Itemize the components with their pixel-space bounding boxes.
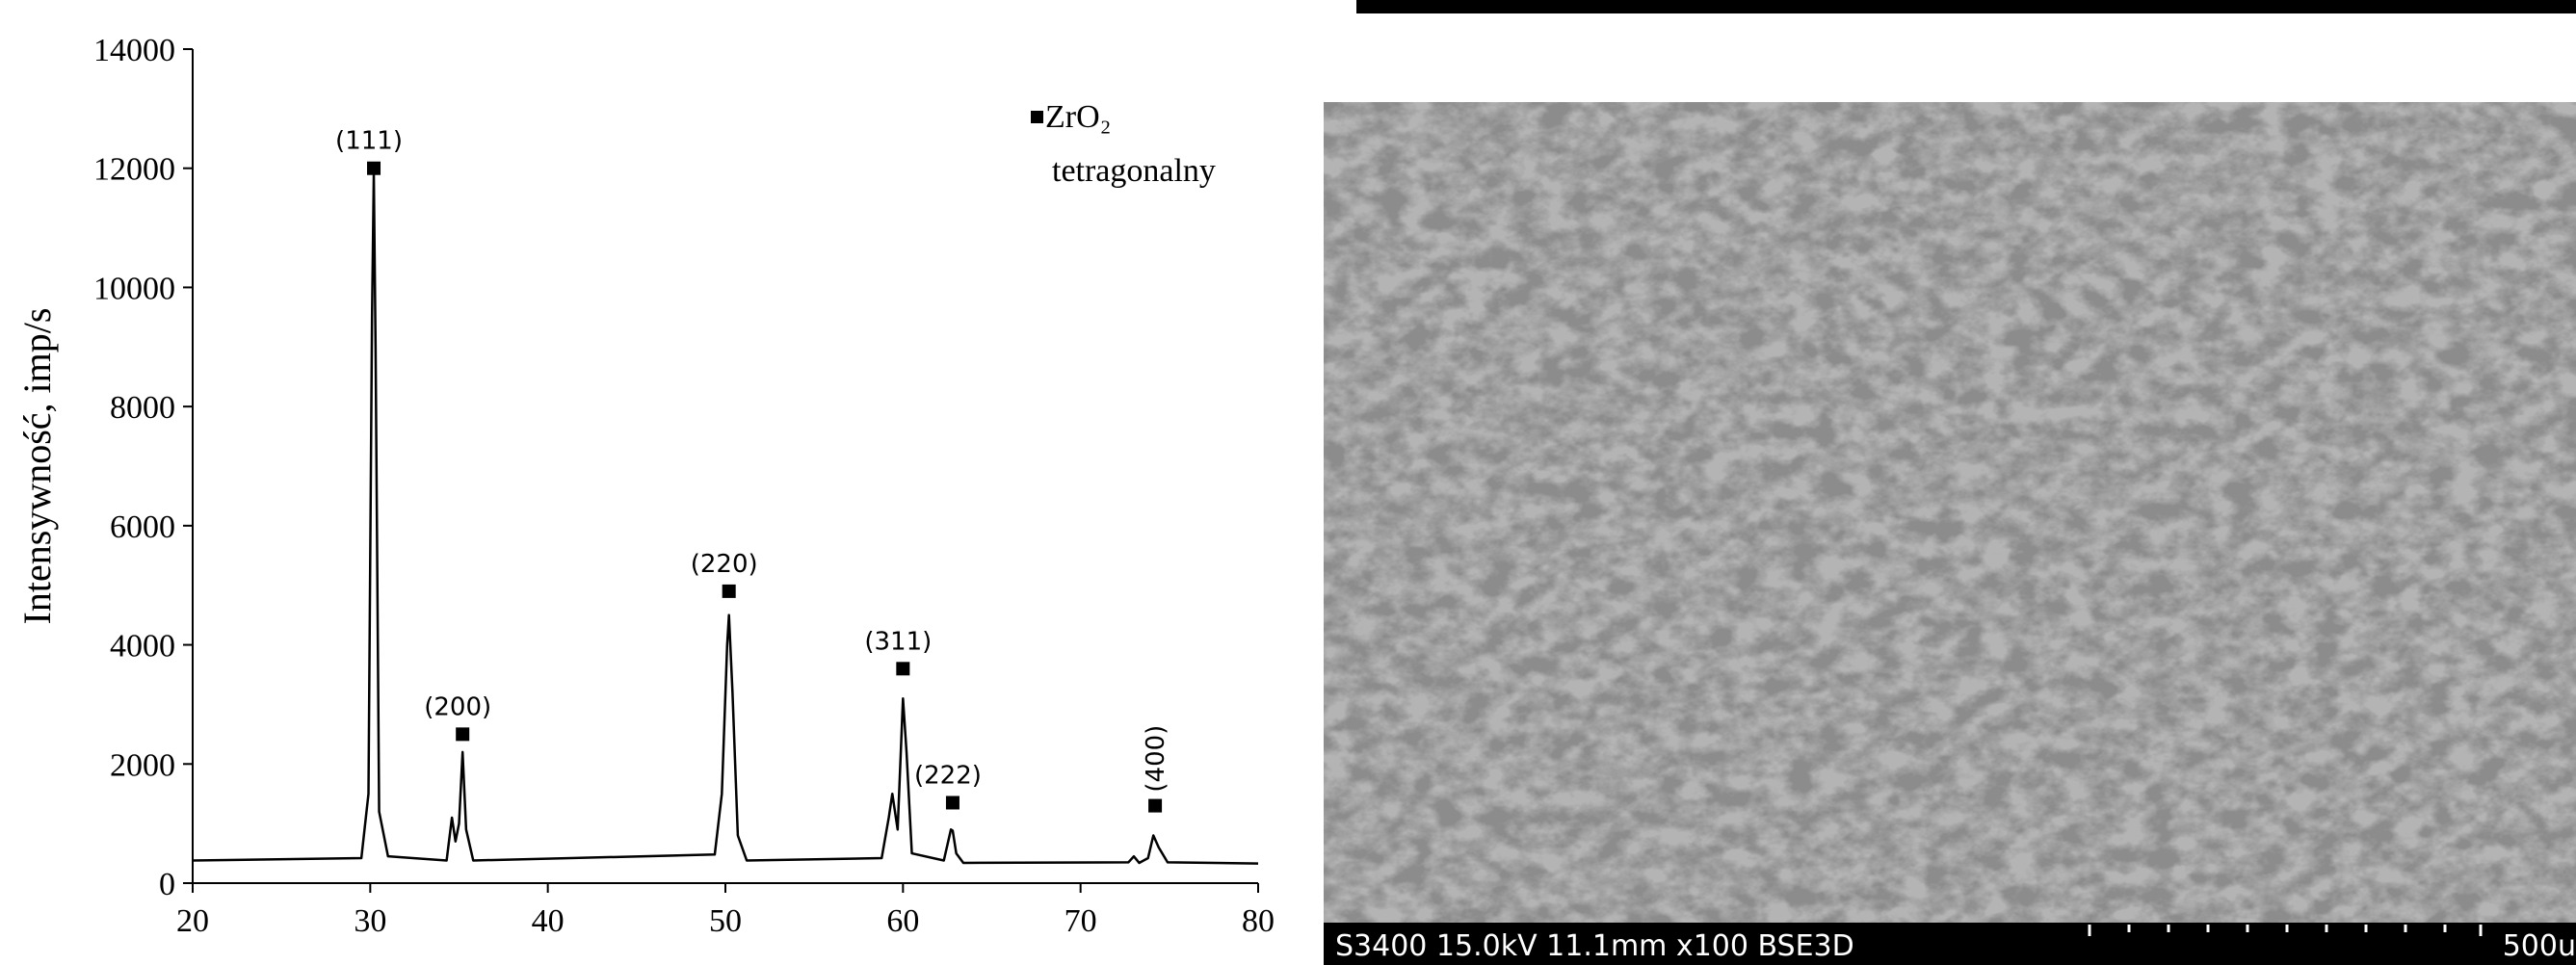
sem-scale-label: 500u: [2503, 929, 2576, 963]
peak-label: (311): [864, 627, 932, 656]
y-tick-label: 8000: [110, 390, 175, 426]
x-tick-label: 20: [176, 903, 209, 939]
legend-label: ZrO₂: [1045, 99, 1112, 135]
top-bar: [1356, 0, 2576, 13]
x-tick-label: 70: [1065, 903, 1097, 939]
x-tick-label: 80: [1242, 903, 1275, 939]
y-tick-label: 2000: [110, 747, 175, 783]
peak-marker: [1148, 798, 1163, 813]
sem-texture: [1324, 102, 2576, 923]
legend-marker: [1031, 111, 1043, 123]
peak-label: (222): [914, 761, 982, 790]
y-axis-label: Intensywność, imp/s: [15, 308, 59, 625]
sem-info: S3400 15.0kV 11.1mm x100 BSE3D: [1335, 929, 1854, 963]
y-tick-label: 6000: [110, 509, 175, 545]
scale-bar: [2088, 925, 2483, 936]
y-tick-label: 10000: [93, 271, 175, 306]
x-tick-label: 50: [709, 903, 742, 939]
peak-marker: [456, 727, 470, 742]
peak-label: (220): [691, 550, 758, 579]
peak-marker: [367, 161, 381, 175]
peak-marker: [722, 584, 736, 598]
peak-label: (111): [335, 127, 403, 156]
y-tick-label: 0: [159, 867, 175, 902]
xrd-line: [192, 172, 1259, 865]
peak-marker: [896, 662, 910, 676]
x-tick-label: 60: [886, 903, 919, 939]
y-tick-label: 4000: [110, 629, 175, 665]
y-tick-label: 14000: [93, 33, 175, 68]
legend-sublabel: tetragonalny: [1052, 153, 1216, 189]
x-tick-label: 30: [354, 903, 386, 939]
peak-label: (200): [424, 692, 491, 721]
x-tick-label: 40: [532, 903, 565, 939]
peak-marker: [945, 795, 959, 810]
y-tick-label: 12000: [93, 152, 175, 188]
peak-label: (400): [1142, 725, 1170, 793]
